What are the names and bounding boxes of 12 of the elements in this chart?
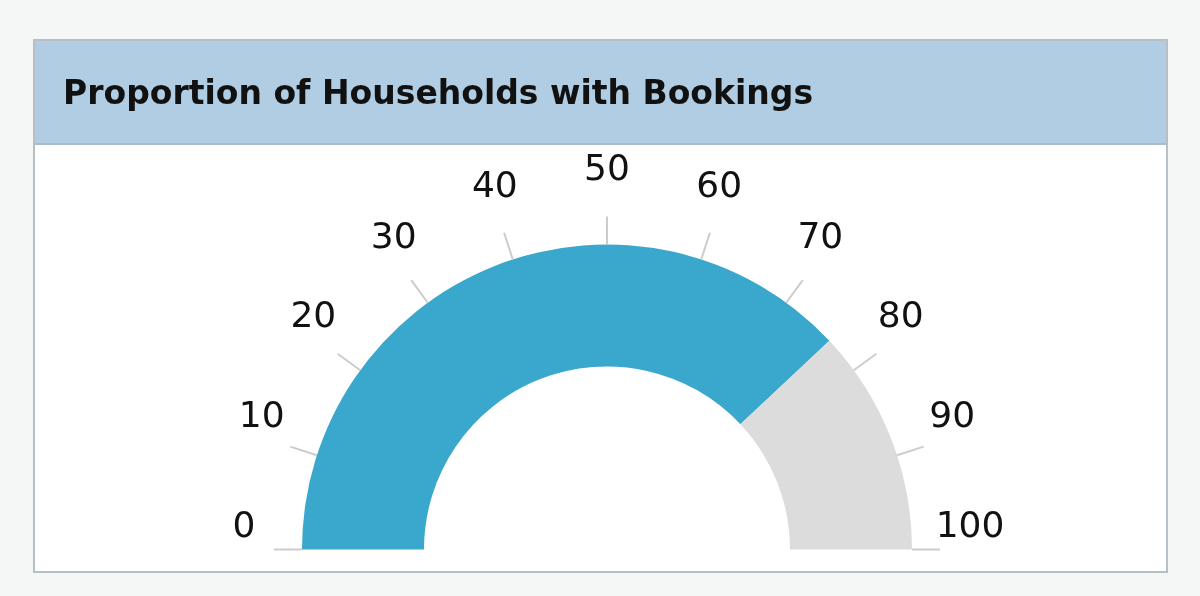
text: 20: [290, 294, 337, 336]
text: 80: [877, 294, 924, 336]
chart-title: Proportion of Households with Bookings: [63, 73, 814, 112]
text: 40: [471, 164, 518, 206]
text: 30: [370, 215, 417, 257]
text: 0: [232, 503, 256, 545]
text: 50: [584, 146, 630, 188]
text: 10: [238, 393, 285, 435]
text: 100: [935, 503, 1005, 545]
text: 60: [696, 164, 743, 206]
text: 90: [929, 393, 976, 435]
text: 70: [797, 215, 844, 257]
